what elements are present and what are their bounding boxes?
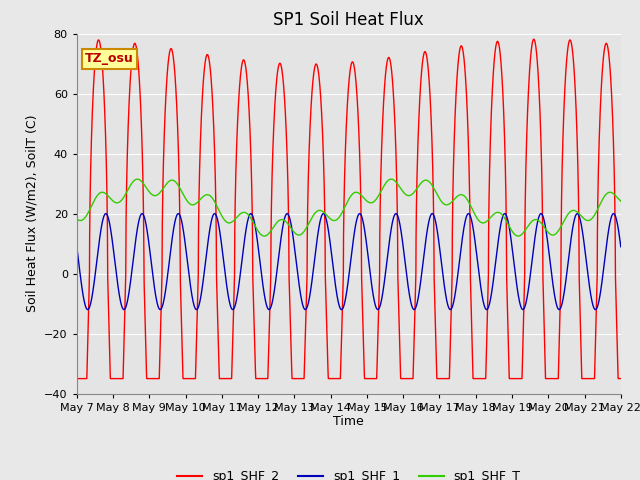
sp1_SHF_T — [515, 233, 522, 239]
sp1_SHF_T — [617, 198, 625, 204]
sp1_SHF_1 — [84, 307, 92, 312]
sp1_SHF_T — [73, 216, 81, 222]
sp1_SHF_2 — [497, 53, 504, 59]
sp1_SHF_2 — [482, 376, 490, 382]
sp1_SHF_1 — [101, 211, 109, 216]
sp1_SHF_T — [420, 178, 428, 183]
sp1_SHF_1 — [617, 244, 625, 250]
sp1_SHF_1 — [73, 244, 81, 250]
sp1_SHF_T — [510, 231, 518, 237]
sp1_SHF_2 — [518, 376, 525, 382]
sp1_SHF_2 — [510, 376, 518, 382]
Line: sp1_SHF_1: sp1_SHF_1 — [77, 214, 621, 310]
sp1_SHF_T — [482, 219, 490, 225]
sp1_SHF_1 — [482, 306, 490, 312]
Text: TZ_osu: TZ_osu — [85, 52, 134, 65]
sp1_SHF_1 — [497, 224, 504, 229]
sp1_SHF_T — [518, 232, 525, 238]
sp1_SHF_2 — [530, 36, 538, 42]
sp1_SHF_T — [134, 176, 141, 182]
Line: sp1_SHF_T: sp1_SHF_T — [77, 179, 621, 236]
sp1_SHF_1 — [610, 211, 618, 216]
sp1_SHF_2 — [101, 123, 109, 129]
Title: SP1 Soil Heat Flux: SP1 Soil Heat Flux — [273, 11, 424, 29]
sp1_SHF_T — [497, 210, 504, 216]
Line: sp1_SHF_2: sp1_SHF_2 — [77, 39, 621, 379]
sp1_SHF_T — [101, 191, 109, 196]
sp1_SHF_1 — [510, 260, 518, 265]
sp1_SHF_1 — [420, 251, 428, 257]
Legend: sp1_SHF_2, sp1_SHF_1, sp1_SHF_T: sp1_SHF_2, sp1_SHF_1, sp1_SHF_T — [172, 465, 525, 480]
sp1_SHF_2 — [617, 376, 625, 382]
sp1_SHF_2 — [73, 376, 81, 382]
sp1_SHF_1 — [518, 305, 525, 311]
sp1_SHF_2 — [420, 50, 428, 56]
Y-axis label: Soil Heat Flux (W/m2), SoilT (C): Soil Heat Flux (W/m2), SoilT (C) — [26, 115, 38, 312]
X-axis label: Time: Time — [333, 415, 364, 429]
